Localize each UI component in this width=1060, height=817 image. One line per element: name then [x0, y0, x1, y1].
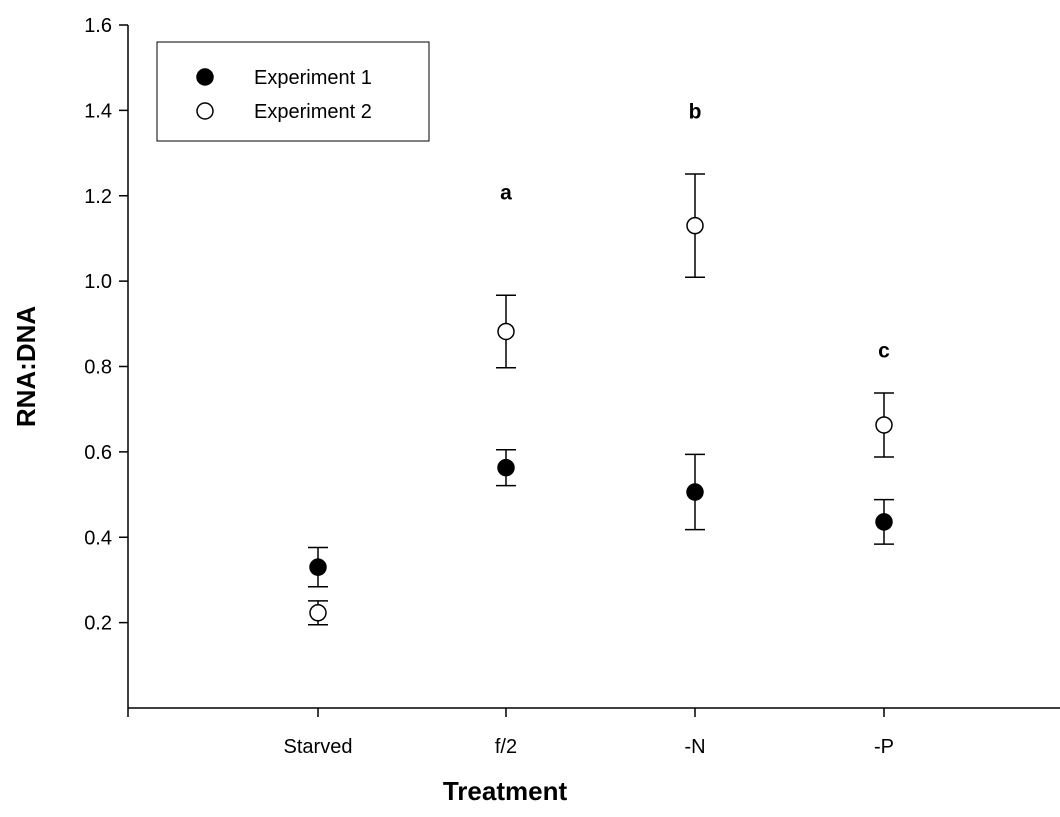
x-tick-label-p: -P — [874, 736, 894, 758]
y-ticks: 0.2 0.4 0.6 0.8 1.0 1.2 1.4 1.6 — [84, 15, 128, 635]
data-point-experiment-2-f-2 — [497, 322, 515, 341]
annotation-c: c — [878, 339, 890, 362]
data-point-experiment-2-starved — [309, 604, 327, 622]
annotations: a b c — [500, 100, 890, 362]
legend-label-experiment-2: Experiment 2 — [254, 101, 372, 123]
x-ticks: Starved f/2 -N -P — [127, 708, 894, 758]
y-tick-label: 1.6 — [84, 15, 112, 37]
data-point-experiment-1-f-2 — [497, 458, 515, 477]
y-axis-title: RNA:DNA — [11, 306, 41, 428]
annotation-b: b — [689, 100, 702, 123]
x-tick-label-starved: Starved — [284, 736, 353, 758]
data-point-experiment-1-starved — [309, 558, 327, 576]
y-tick-label: 1.2 — [84, 186, 112, 208]
legend-marker-experiment-2 — [196, 102, 214, 120]
annotation-a: a — [500, 181, 512, 204]
data-point-experiment-1-p — [875, 513, 893, 531]
legend-label-experiment-1: Experiment 1 — [254, 67, 372, 89]
legend-box — [156, 41, 430, 142]
series-experiment-2 — [308, 173, 894, 626]
data-point-experiment-2-n — [686, 216, 704, 235]
y-tick-label: 1.4 — [84, 100, 112, 122]
data-layer — [308, 173, 894, 626]
data-point-experiment-1-n — [686, 483, 704, 501]
data-point-experiment-2-p — [875, 416, 893, 434]
x-tick-label-f-2: f/2 — [495, 736, 517, 758]
y-tick-label: 0.4 — [84, 527, 112, 549]
legend: Experiment 1 Experiment 2 — [156, 41, 430, 142]
series-experiment-1 — [308, 448, 894, 588]
legend-marker-experiment-1 — [196, 68, 214, 86]
y-tick-label: 0.2 — [84, 613, 112, 635]
y-tick-label: 0.8 — [84, 357, 112, 379]
x-axis-title: Treatment — [443, 776, 568, 806]
x-tick-label-n: -N — [684, 736, 705, 758]
y-tick-label: 1.0 — [84, 271, 112, 293]
y-tick-label: 0.6 — [84, 442, 112, 464]
